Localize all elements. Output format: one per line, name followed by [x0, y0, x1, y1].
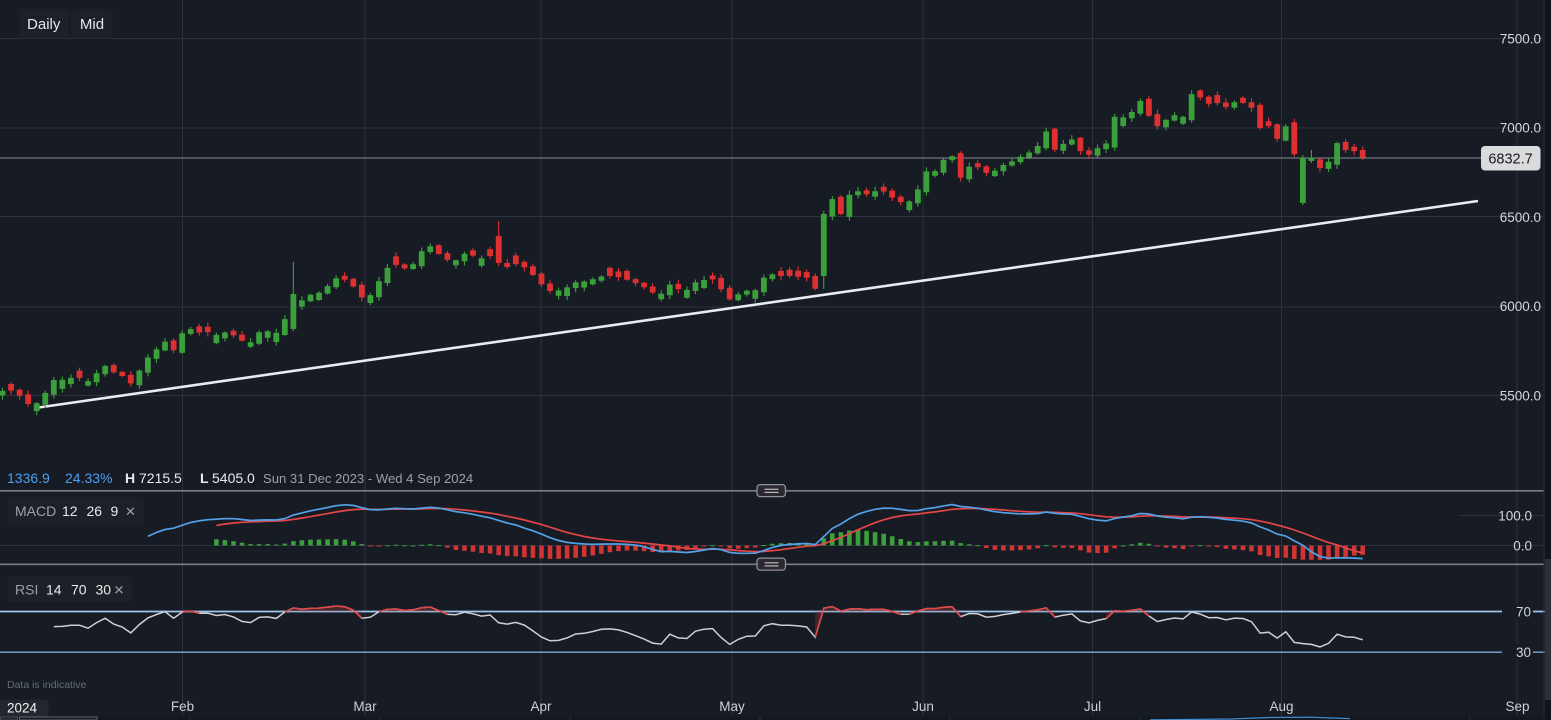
svg-text:26: 26: [87, 503, 103, 519]
svg-text:H: H: [125, 470, 135, 486]
svg-text:70: 70: [1516, 604, 1531, 619]
svg-text:✕: ✕: [114, 583, 125, 598]
svg-text:Aug: Aug: [1269, 699, 1293, 714]
svg-text:MACD: MACD: [15, 503, 56, 519]
svg-text:70: 70: [71, 582, 87, 598]
svg-text:Mid: Mid: [80, 16, 104, 33]
svg-text:30: 30: [96, 582, 112, 598]
svg-text:Jun: Jun: [912, 699, 934, 714]
svg-text:Data is indicative: Data is indicative: [7, 679, 87, 691]
svg-text:2024: 2024: [7, 701, 38, 716]
svg-text:May: May: [719, 699, 745, 714]
svg-text:✕: ✕: [125, 504, 136, 519]
svg-text:6832.7: 6832.7: [1488, 151, 1532, 167]
svg-text:RSI: RSI: [15, 582, 38, 598]
svg-text:6500.0: 6500.0: [1500, 210, 1541, 225]
svg-text:5405.0: 5405.0: [212, 470, 255, 486]
svg-text:30: 30: [1516, 645, 1531, 660]
svg-text:6000.0: 6000.0: [1500, 299, 1541, 314]
svg-text:Sun 31 Dec 2023 - Wed 4 Sep 20: Sun 31 Dec 2023 - Wed 4 Sep 2024: [263, 471, 473, 486]
svg-text:0.0: 0.0: [1513, 538, 1532, 553]
svg-text:7500.0: 7500.0: [1500, 31, 1541, 46]
svg-text:Jul: Jul: [1084, 699, 1101, 714]
svg-text:100.0: 100.0: [1498, 508, 1532, 523]
svg-text:Feb: Feb: [171, 699, 194, 714]
svg-text:12: 12: [62, 503, 78, 519]
svg-text:1336.9: 1336.9: [7, 470, 50, 486]
svg-text:Daily: Daily: [27, 16, 61, 33]
svg-text:Sep: Sep: [1505, 699, 1529, 714]
svg-text:Apr: Apr: [530, 699, 552, 714]
svg-text:24.33%: 24.33%: [65, 470, 112, 486]
svg-text:14: 14: [46, 582, 62, 598]
svg-text:9: 9: [111, 503, 119, 519]
svg-text:L: L: [200, 470, 209, 486]
svg-text:7215.5: 7215.5: [139, 470, 182, 486]
svg-text:5500.0: 5500.0: [1500, 388, 1541, 403]
svg-text:7000.0: 7000.0: [1500, 121, 1541, 136]
svg-text:Mar: Mar: [353, 699, 377, 714]
